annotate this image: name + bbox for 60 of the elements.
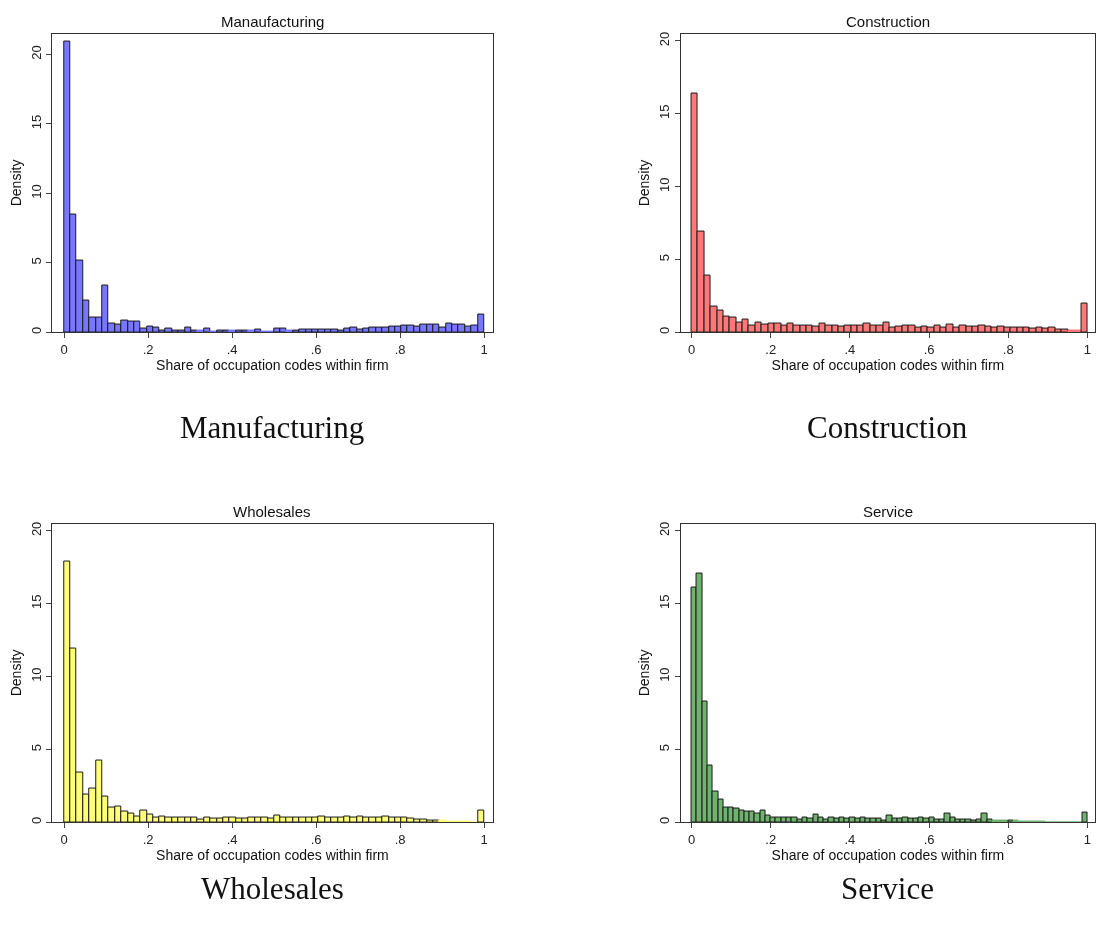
x-tick-label: .4 xyxy=(226,831,238,847)
text: Service xyxy=(841,871,934,906)
x-tick-label: 0 xyxy=(688,341,696,357)
chart-title: Manaufacturing xyxy=(221,13,325,30)
y-tick-label: 20 xyxy=(29,521,45,537)
chart-title: Construction xyxy=(846,13,931,30)
y-tick-label: 0 xyxy=(29,816,45,825)
x-tick-label: .6 xyxy=(310,341,322,357)
y-axis-title: Density xyxy=(7,649,24,697)
x-tick-label: .8 xyxy=(394,831,406,847)
x-tick-label: 0 xyxy=(60,341,68,357)
y-tick-label: 5 xyxy=(657,253,673,262)
y-tick-label: 20 xyxy=(657,521,673,537)
x-tick-label: .4 xyxy=(226,341,238,357)
y-tick-label: 5 xyxy=(29,743,45,752)
y-tick-label: 5 xyxy=(29,257,45,265)
y-axis-title: Density xyxy=(635,649,652,697)
x-tick-label: .4 xyxy=(844,831,856,847)
x-tick-label: .8 xyxy=(1002,831,1014,847)
y-tick-label: 15 xyxy=(657,594,673,609)
y-tick-label: 10 xyxy=(29,667,45,682)
text: Wholesales xyxy=(201,871,344,906)
y-tick-label: 15 xyxy=(29,114,45,130)
x-tick-label: .8 xyxy=(1002,341,1014,357)
x-tick-label: .2 xyxy=(142,341,154,357)
y-axis-title: Density xyxy=(7,159,24,207)
x-tick-label: .6 xyxy=(310,831,322,847)
text: Construction xyxy=(807,410,968,445)
chart-title: Wholesales xyxy=(233,503,311,520)
y-tick-label: 20 xyxy=(657,31,673,47)
x-tick-label: 1 xyxy=(1083,341,1092,357)
y-tick-label: 20 xyxy=(29,45,45,60)
y-tick-label: 15 xyxy=(29,594,45,609)
y-tick-label: 15 xyxy=(657,104,673,120)
y-tick-label: 10 xyxy=(657,177,673,192)
x-tick-label: .8 xyxy=(394,341,406,357)
chart-title: Service xyxy=(863,503,914,520)
y-tick-label: 0 xyxy=(657,326,673,335)
x-tick-label: .6 xyxy=(923,341,935,357)
y-axis-title: Density xyxy=(635,159,652,207)
y-tick-label: 10 xyxy=(29,184,45,199)
x-tick-label: .2 xyxy=(142,831,154,847)
x-tick-label: .4 xyxy=(844,341,856,357)
x-tick-label: 1 xyxy=(480,341,488,357)
x-tick-label: 1 xyxy=(1083,831,1092,847)
text: Manufacturing xyxy=(180,410,365,445)
x-tick-label: .2 xyxy=(765,341,777,357)
x-tick-label: .2 xyxy=(765,831,777,847)
x-axis-title: Share of occupation codes within firm xyxy=(771,357,1005,374)
x-tick-label: 0 xyxy=(60,831,68,847)
x-axis-title: Share of occupation codes within firm xyxy=(771,847,1005,864)
x-tick-label: 1 xyxy=(480,831,488,847)
y-tick-label: 0 xyxy=(657,816,673,825)
y-tick-label: 0 xyxy=(29,326,45,335)
y-tick-label: 5 xyxy=(657,743,673,752)
x-tick-label: 0 xyxy=(688,831,696,847)
x-axis-title: Share of occupation codes within firm xyxy=(156,847,389,864)
y-tick-label: 10 xyxy=(657,667,673,682)
x-tick-label: .6 xyxy=(923,831,935,847)
x-axis-title: Share of occupation codes within firm xyxy=(156,357,389,374)
